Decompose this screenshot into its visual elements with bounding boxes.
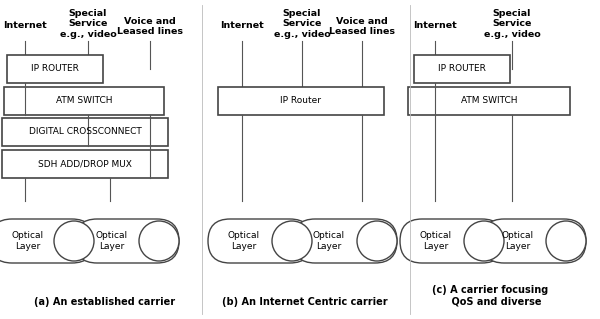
Text: SDH ADD/DROP MUX: SDH ADD/DROP MUX [38,160,132,168]
FancyBboxPatch shape [482,219,586,263]
Circle shape [357,221,397,261]
Text: Optical
Layer: Optical Layer [313,231,345,251]
Text: Voice and
Leased lines: Voice and Leased lines [329,17,395,36]
Text: Special
Service
e.g., video: Special Service e.g., video [59,9,116,39]
Text: (b) An Internet Centric carrier: (b) An Internet Centric carrier [222,297,388,307]
Text: IP Router: IP Router [281,97,322,106]
FancyBboxPatch shape [4,87,164,115]
FancyBboxPatch shape [414,55,510,83]
Circle shape [546,221,586,261]
Text: Special
Service
e.g., video: Special Service e.g., video [484,9,541,39]
FancyBboxPatch shape [208,219,312,263]
FancyBboxPatch shape [408,87,570,115]
Text: Optical
Layer: Optical Layer [12,231,44,251]
Text: DIGITAL CROSSCONNECT: DIGITAL CROSSCONNECT [29,128,142,137]
Text: IP ROUTER: IP ROUTER [31,64,79,73]
FancyBboxPatch shape [400,219,504,263]
FancyBboxPatch shape [7,55,103,83]
Text: Internet: Internet [413,21,457,30]
Circle shape [464,221,504,261]
FancyBboxPatch shape [75,219,179,263]
Text: ATM SWITCH: ATM SWITCH [461,97,517,106]
Text: Internet: Internet [3,21,47,30]
Circle shape [272,221,312,261]
Text: (a) An established carrier: (a) An established carrier [34,297,176,307]
Text: Voice and
Leased lines: Voice and Leased lines [117,17,183,36]
Circle shape [54,221,94,261]
FancyBboxPatch shape [0,219,94,263]
Text: Optical
Layer: Optical Layer [420,231,452,251]
Text: (c) A carrier focusing
    QoS and diverse: (c) A carrier focusing QoS and diverse [432,286,548,307]
Text: Special
Service
e.g., video: Special Service e.g., video [274,9,331,39]
Text: Internet: Internet [220,21,264,30]
Text: Optical
Layer: Optical Layer [228,231,260,251]
Circle shape [139,221,179,261]
FancyBboxPatch shape [293,219,397,263]
FancyBboxPatch shape [2,150,168,178]
Text: ATM SWITCH: ATM SWITCH [56,97,112,106]
FancyBboxPatch shape [218,87,384,115]
FancyBboxPatch shape [2,118,168,146]
Text: Optical
Layer: Optical Layer [502,231,534,251]
Text: IP ROUTER: IP ROUTER [438,64,486,73]
Text: Optical
Layer: Optical Layer [96,231,128,251]
